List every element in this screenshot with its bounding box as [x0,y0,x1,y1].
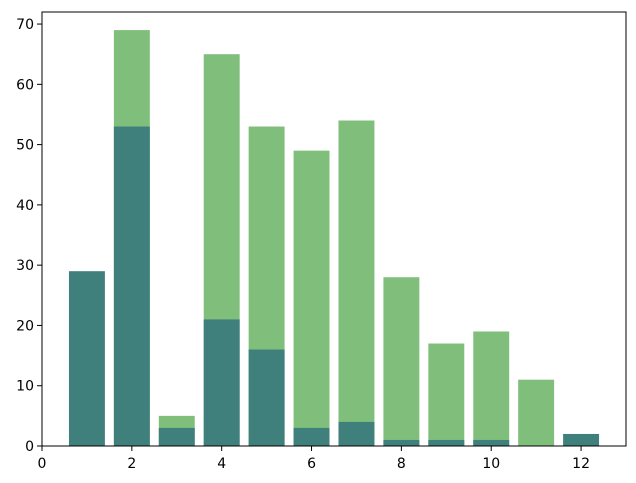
axes-frame [41,11,627,447]
bar-series2-x1 [68,271,105,446]
bar-series2-x8 [383,439,420,446]
bar-series1-x9 [428,343,465,446]
bar-series2-x2 [113,126,150,447]
y-tick-label: 60 [16,77,34,93]
x-tick-label: 0 [38,456,47,472]
bar-series2-x6 [293,427,330,446]
bar-series2-x12 [563,433,600,446]
bar-series1-x6 [293,150,330,446]
y-tick-label: 40 [16,198,34,214]
x-tick-label: 6 [307,456,316,472]
y-axis: 0 10 20 30 40 50 60 70 [16,17,42,455]
bar-series2-x5 [248,349,285,446]
bar-series1-x10 [473,331,510,446]
bar-series1-x11 [518,379,555,446]
bar-series2-x10 [473,439,510,446]
bar-series2-x7 [338,421,375,446]
x-tick-label: 4 [217,456,226,472]
y-tick-label: 0 [25,439,34,455]
x-tick-label: 12 [572,456,590,472]
x-tick-label: 8 [397,456,406,472]
bar-series2-x4 [203,319,240,446]
x-axis: 0 2 4 6 8 10 12 [38,446,590,472]
x-tick-label: 10 [482,456,500,472]
bar-series1-x7 [338,120,375,446]
y-tick-label: 50 [16,138,34,154]
y-tick-label: 10 [16,379,34,395]
bar-series1-x8 [383,277,420,446]
y-tick-label: 20 [16,318,34,334]
bar-series2-x3 [158,427,195,446]
y-tick-label: 30 [16,258,34,274]
bar-series2-x9 [428,439,465,446]
bars-layer [68,30,600,447]
y-tick-label: 70 [16,17,34,33]
x-tick-label: 2 [127,456,136,472]
